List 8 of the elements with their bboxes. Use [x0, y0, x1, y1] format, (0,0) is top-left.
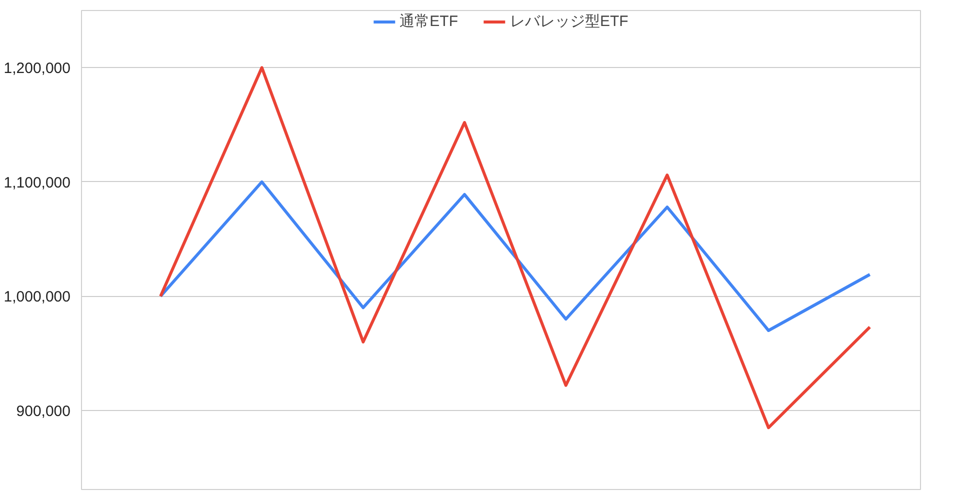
- line-series: [159, 180, 872, 332]
- legend-label: レバレッジ型ETF: [510, 12, 628, 31]
- y-tick-label: 1,000,000: [4, 288, 71, 306]
- y-tick-label: 1,200,000: [4, 60, 71, 78]
- line-series: [159, 66, 872, 430]
- y-tick-label: 900,000: [16, 403, 71, 420]
- legend-label: 通常ETF: [400, 12, 458, 31]
- y-tick-label: 1,100,000: [4, 174, 71, 192]
